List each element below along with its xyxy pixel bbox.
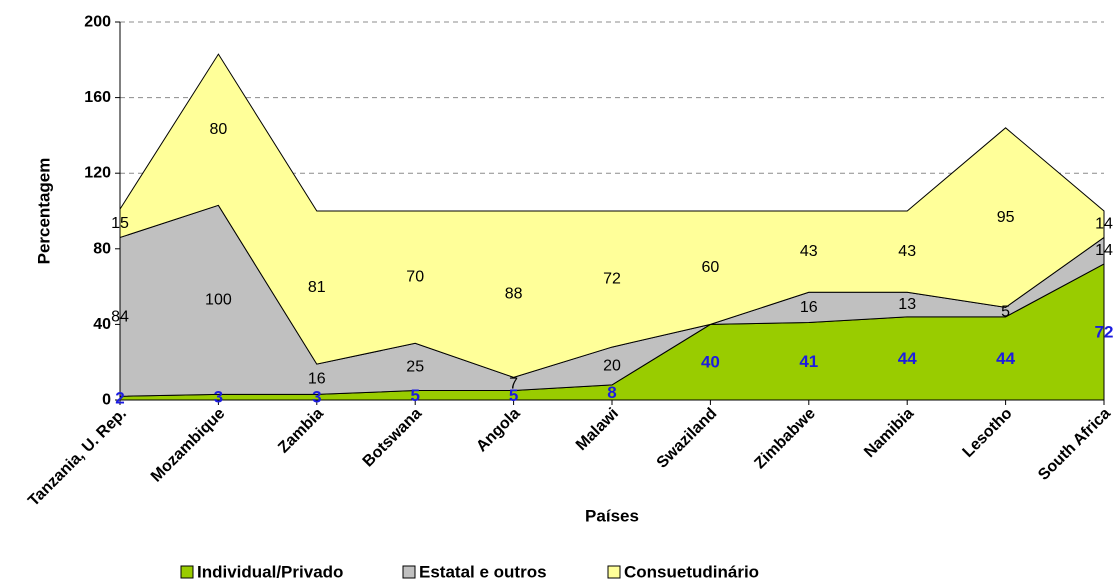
series-areas xyxy=(119,53,1105,401)
data-label: 41 xyxy=(799,352,818,371)
y-tick-label: 160 xyxy=(84,89,111,106)
legend-swatch-consuetudinario xyxy=(607,565,621,579)
data-label: 60 xyxy=(702,259,720,276)
data-label: 44 xyxy=(898,349,917,368)
data-label: 15 xyxy=(111,215,129,232)
legend-item-individual-privado: Individual/Privado xyxy=(180,563,343,582)
legend-item-consuetudinario: Consuetudinário xyxy=(607,563,759,582)
data-label: 72 xyxy=(1095,322,1114,341)
data-label: 5 xyxy=(509,386,518,405)
data-label: 81 xyxy=(308,279,326,296)
data-label: 43 xyxy=(898,243,916,260)
data-label: 80 xyxy=(210,121,228,138)
data-label: 13 xyxy=(898,296,916,313)
legend: Individual/Privado Estatal e outros Cons… xyxy=(180,563,759,582)
legend-item-estatal-e-outros: Estatal e outros xyxy=(402,563,547,582)
legend-swatch-estatal-e-outros xyxy=(402,565,416,579)
y-tick-label: 200 xyxy=(84,14,111,31)
data-label: 8 xyxy=(607,383,616,402)
data-label: 7 xyxy=(509,375,518,392)
data-label: 5 xyxy=(410,386,419,405)
data-label: 20 xyxy=(603,357,621,374)
data-label: 84 xyxy=(111,308,129,325)
legend-label-estatal-e-outros: Estatal e outros xyxy=(419,563,547,582)
y-axis-title: Percentagem xyxy=(35,158,54,265)
y-tick-label: 40 xyxy=(93,316,111,333)
data-label: 70 xyxy=(406,269,424,286)
data-labels: 2 3 3 5 5 8 40 41 44 44 72 84 100 16 25 7 20 16 13 5 14 15 80 8… xyxy=(111,121,1113,407)
data-label: 14 xyxy=(1095,216,1113,233)
data-label: 44 xyxy=(996,349,1015,368)
data-label: 25 xyxy=(406,358,424,375)
data-label: 95 xyxy=(997,209,1015,226)
data-label: 5 xyxy=(1001,304,1010,321)
y-tick-label: 120 xyxy=(84,165,111,182)
data-label: 88 xyxy=(505,286,523,303)
data-label: 3 xyxy=(312,388,321,407)
data-label: 100 xyxy=(205,291,232,308)
legend-swatch-individual-privado xyxy=(180,565,194,579)
data-label: 3 xyxy=(214,388,223,407)
y-tick-label: 0 xyxy=(102,392,111,409)
y-tick-label: 80 xyxy=(93,240,111,257)
data-label: 2 xyxy=(115,389,124,408)
data-label: 43 xyxy=(800,243,818,260)
data-label: 16 xyxy=(800,299,818,316)
x-axis-title: Países xyxy=(585,507,639,526)
data-label: 40 xyxy=(701,353,720,372)
data-label: 14 xyxy=(1095,242,1113,259)
legend-label-consuetudinario: Consuetudinário xyxy=(624,563,759,582)
legend-label-individual-privado: Individual/Privado xyxy=(197,563,343,582)
data-label: 72 xyxy=(603,271,621,288)
area-consuetudinario xyxy=(119,53,1105,378)
data-label: 16 xyxy=(308,371,326,388)
